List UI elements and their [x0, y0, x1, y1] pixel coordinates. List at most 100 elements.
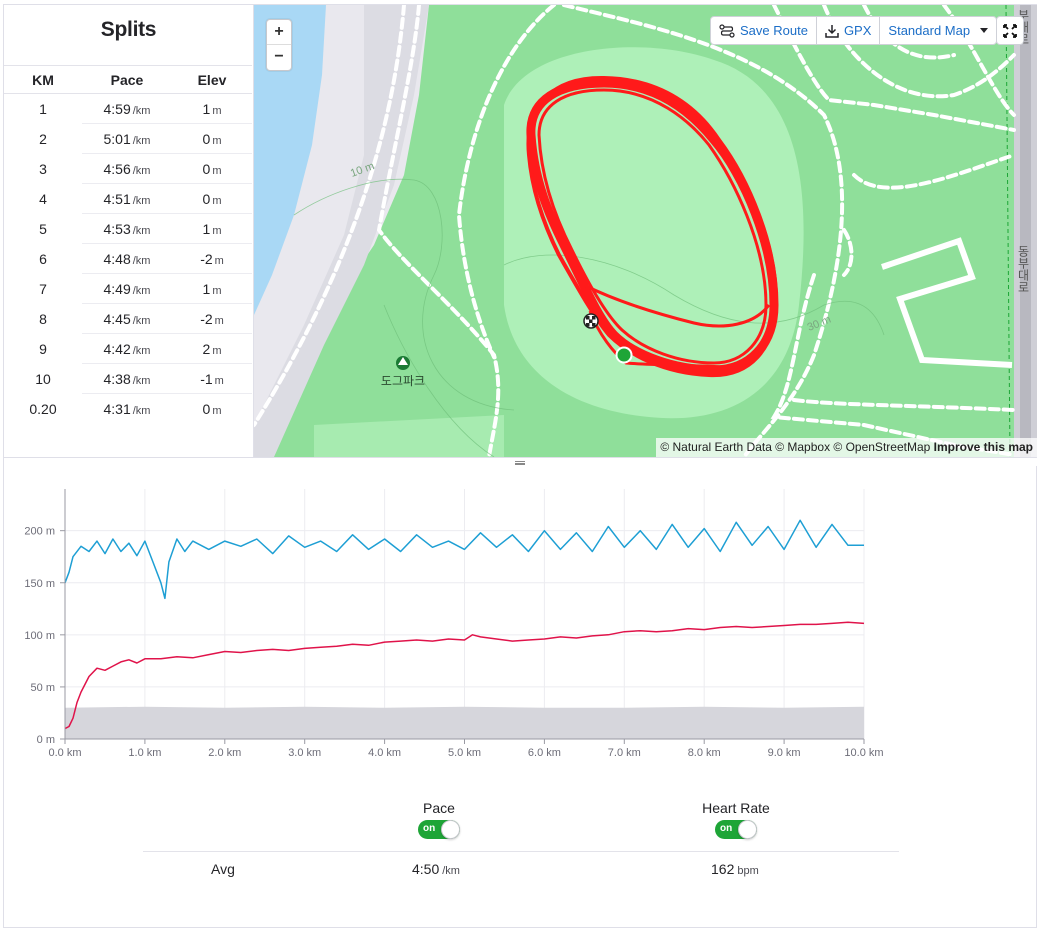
split-pace-value: 4:49 — [103, 280, 131, 297]
split-pace-value: 5:01 — [103, 130, 131, 147]
heart-rate-toggle[interactable]: on — [715, 820, 757, 839]
split-km: 1 — [39, 100, 47, 117]
splits-table: KM Pace Elev 1 4:59/km 1 m 2 5:01/km 0 m 3 4:56/k… — [4, 65, 252, 424]
split-pace-value: 4:51 — [103, 190, 131, 207]
split-pace-unit: /km — [132, 224, 151, 237]
split-elev-value: 1 — [202, 220, 211, 237]
split-pace-unit: /km — [132, 284, 151, 297]
drag-handle-icon — [515, 461, 525, 465]
split-pace-value: 4:31 — [103, 400, 131, 417]
activity-chart[interactable]: 0.0 km 1.0 km 2.0 km 3.0 km 4.0 km 5.0 km 6.0 … — [4, 467, 1037, 767]
split-pace-value: 4:42 — [103, 340, 131, 357]
footpath-12 — [842, 228, 854, 277]
split-pace-unit: /km — [132, 254, 151, 267]
route-loop-main — [526, 78, 779, 375]
split-km: 2 — [39, 130, 47, 147]
avg-pace: 4:50/km — [412, 861, 460, 877]
x-tick-label: 6.0 km — [528, 747, 561, 759]
split-row: 5 4:53/km 1 m — [4, 213, 252, 244]
split-pace-value: 4:48 — [103, 250, 131, 267]
split-elev-value: -2 — [200, 310, 213, 327]
river-area — [254, 5, 326, 315]
split-elev-unit: m — [212, 224, 222, 237]
split-elev: -1 m — [172, 363, 252, 394]
split-elev-value: 1 — [202, 100, 211, 117]
split-pace-unit: /km — [132, 104, 151, 117]
chart-svg[interactable]: 0.0 km 1.0 km 2.0 km 3.0 km 4.0 km 5.0 km 6.0 … — [4, 467, 1037, 767]
route-segment-cut — [583, 283, 771, 328]
split-elev-unit: m — [212, 164, 222, 177]
split-pace: 4:48/km — [82, 243, 172, 274]
building-outline — [881, 237, 1013, 368]
footpath-1 — [254, 5, 406, 427]
split-pace: 4:59/km — [82, 93, 172, 124]
split-elev-value: -1 — [200, 370, 213, 387]
split-elev-value: -2 — [200, 250, 213, 267]
avg-pace-value: 4:50 — [412, 861, 440, 877]
split-pace-unit: /km — [132, 194, 151, 207]
footpath-2 — [376, 5, 501, 457]
pace-toggle-label: on — [423, 823, 436, 834]
panel-resize-handle[interactable] — [4, 457, 1037, 466]
pace-toggle[interactable]: on — [418, 820, 460, 839]
pace-stat-toggle-group: Pace on — [384, 800, 494, 842]
map-canvas[interactable]: 10 m 30 m 도그파크 동부대로 부대로 — [254, 5, 1037, 457]
split-pace-unit: /km — [132, 314, 151, 327]
fullscreen-button[interactable] — [996, 16, 1024, 45]
split-pace-value: 4:38 — [103, 370, 131, 387]
split-pace-unit: /km — [132, 164, 151, 177]
split-elev-unit: m — [212, 404, 222, 417]
map-style-dropdown[interactable]: Standard Map — [880, 17, 996, 44]
gpx-button[interactable]: GPX — [817, 17, 881, 44]
splits-title: Splits — [100, 18, 157, 41]
x-tick-label: 1.0 km — [128, 747, 161, 759]
improve-map-link[interactable]: Improve this map — [933, 440, 1033, 454]
stats-divider — [143, 851, 899, 852]
avg-label: Avg — [211, 861, 235, 877]
route-track — [526, 75, 779, 378]
splits-header-elev: Elev — [172, 65, 252, 94]
tree-icon-glyph — [398, 357, 408, 365]
split-elev-value: 0 — [202, 160, 211, 177]
split-elev-unit: m — [214, 314, 224, 327]
split-km: 6 — [39, 250, 47, 267]
splits-header-row: KM Pace Elev — [4, 65, 252, 94]
start-marker[interactable] — [615, 346, 633, 364]
split-elev: -2 m — [172, 243, 252, 274]
zoom-in-button[interactable]: + — [267, 20, 291, 45]
route-map[interactable]: 10 m 30 m 도그파크 동부대로 부대로 — [254, 5, 1037, 457]
heart-rate-line — [64, 519, 864, 600]
x-tick-label: 9.0 km — [768, 747, 801, 759]
elevation-area — [65, 706, 864, 739]
split-elev-unit: m — [212, 104, 222, 117]
trail-line — [1005, 5, 1011, 457]
map-style-label: Standard Map — [888, 23, 971, 38]
split-row: 7 4:49/km 1 m — [4, 273, 252, 304]
checker-cell-5 — [592, 323, 596, 327]
attribution-text[interactable]: © Natural Earth Data © Mapbox © OpenStre… — [660, 440, 931, 454]
route-loop-inner — [537, 88, 768, 365]
gpx-label: GPX — [843, 23, 872, 38]
split-pace: 4:45/km — [82, 303, 172, 334]
zoom-out-button[interactable]: − — [274, 48, 284, 65]
footpath-9 — [770, 273, 1016, 457]
x-tick-label: 4.0 km — [368, 747, 401, 759]
checker-cell-1 — [586, 316, 590, 320]
road-label-vertical: 동부대로 — [1016, 245, 1030, 293]
split-row: 1 4:59/km 1 m — [4, 93, 252, 124]
split-pace-unit: /km — [132, 134, 151, 147]
split-pace: 4:56/km — [82, 153, 172, 184]
split-pace: 5:01/km — [82, 123, 172, 154]
splits-header-pace: Pace — [82, 65, 172, 94]
finish-marker[interactable] — [583, 313, 599, 329]
save-route-button[interactable]: Save Route — [711, 17, 817, 44]
x-tick-label: 3.0 km — [288, 747, 321, 759]
dog-park-marker[interactable]: 도그파크 — [381, 356, 425, 388]
split-elev-value: 0 — [202, 130, 211, 147]
footpath-4 — [562, 5, 845, 457]
x-tick-label: 8.0 km — [688, 747, 721, 759]
